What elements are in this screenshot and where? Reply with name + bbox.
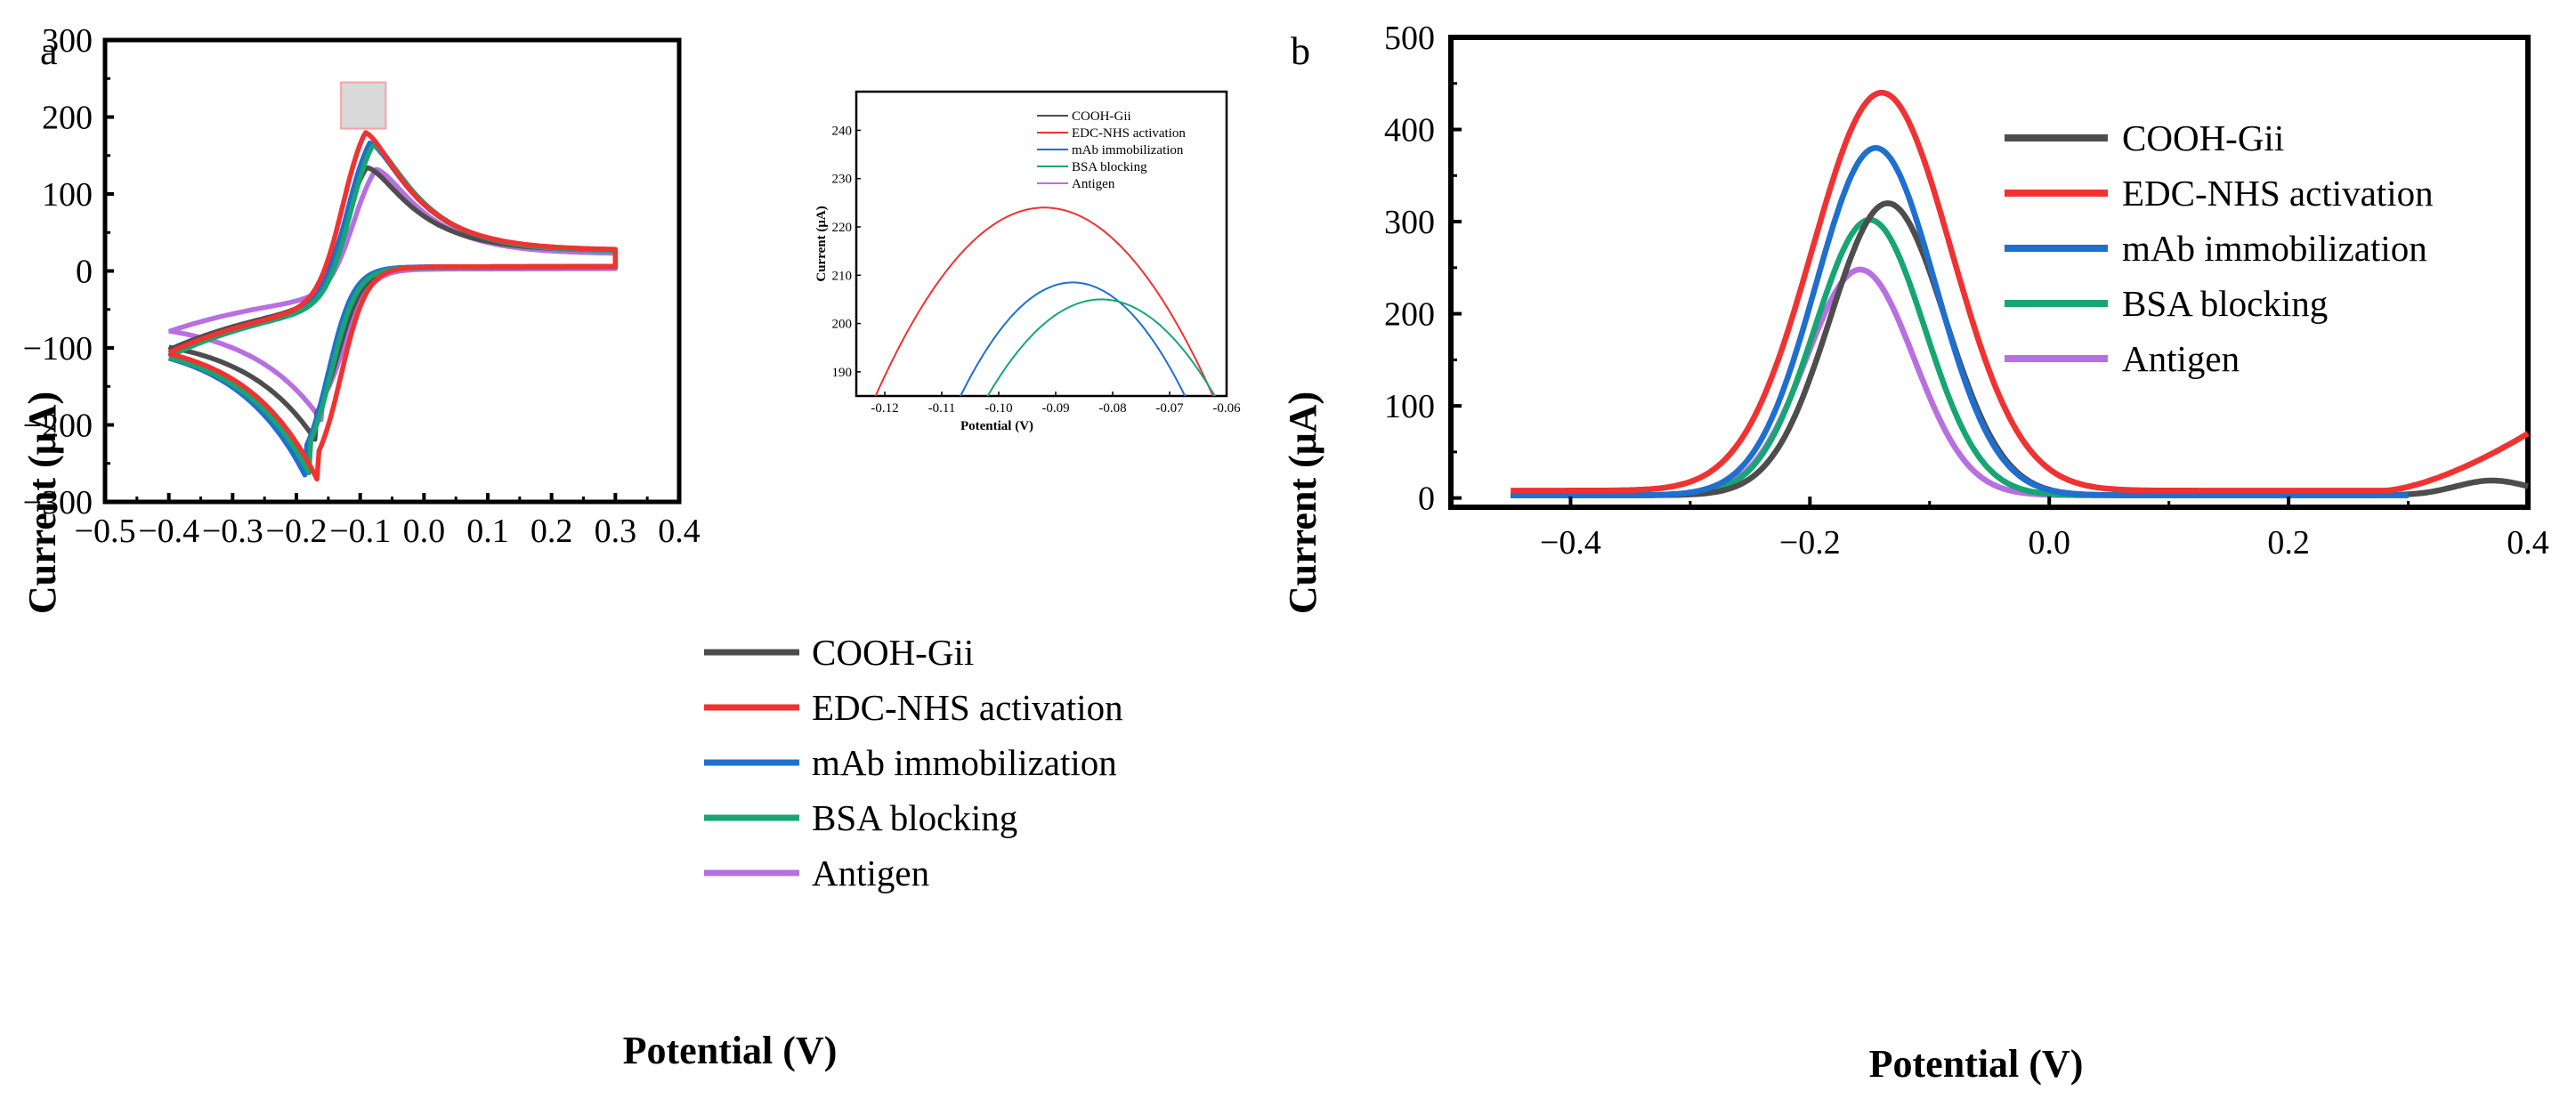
inset-y-tick-label: 200: [832, 318, 853, 332]
inset-x-tick-label: -0.10: [984, 401, 1012, 416]
panel-a-x-tick-label: −0.5: [75, 513, 136, 550]
panel-a-y-tick-label: −100: [23, 330, 93, 368]
panel-a-legend-label-antigen: Antigen: [812, 852, 929, 893]
panel-a-inset: -0.12 -0.11 -0.10 -0.09 -0.08 -0.07 -0.06 190 20…: [814, 90, 1241, 433]
inset-x-tick-label: -0.11: [928, 401, 956, 416]
panel-a-x-tick-label: −0.4: [138, 513, 199, 550]
panel-b-curve-edc-nhs-activation: [1511, 89, 2530, 494]
inset-y-tick-label: 220: [832, 221, 853, 235]
panel-b-legend-label-mab-immobilization: mAb immobilization: [2122, 228, 2427, 269]
inset-x-tick-label: -0.07: [1155, 401, 1184, 416]
panel-a-y-tick-label: 100: [42, 176, 93, 214]
inset-y-axis-title: Current (μA): [814, 206, 829, 281]
panel-b-curve-mab-immobilization: [1511, 144, 2409, 498]
panel-a-legend-label-mab-immobilization: mAb immobilization: [812, 742, 1117, 783]
inset-y-tick-label: 240: [832, 124, 853, 138]
inset-legend-label-bsa-blocking: BSA blocking: [1072, 160, 1147, 174]
panel-b-y-tick-label: 0: [1418, 481, 1435, 518]
inset-x-axis-title: Potential (V): [960, 419, 1033, 433]
panel-a-y-tick-label: 200: [42, 100, 93, 137]
panel-a-legend-label-cooh-gii: COOH-Gii: [812, 632, 974, 673]
inset-y-tick-label: 210: [832, 269, 853, 283]
panel-a-curve-mab-immobilization: [167, 140, 619, 478]
inset-curves: [874, 206, 1216, 396]
panel-label-a: a: [40, 29, 58, 73]
panel-a-y-tick-label: −300: [23, 484, 93, 521]
inset-x-tick-label: -0.12: [871, 401, 898, 416]
inset-x-tick-label: -0.08: [1098, 401, 1126, 416]
panel-a-x-axis-title: Potential (V): [623, 1029, 838, 1072]
panel-b-legend: COOH-Gii EDC-NHS activation mAb immobiliza…: [2005, 117, 2434, 379]
panel-b-legend-label-antigen: Antigen: [2122, 338, 2240, 379]
inset-legend-label-antigen: Antigen: [1072, 177, 1115, 191]
panel-b-y-tick-label: 400: [1384, 112, 1435, 149]
panel-a-curve-cooh-gii: [167, 165, 619, 442]
panel-a-ticks: −0.5 −0.4 −0.3 −0.2 −0.1 0.0 0.1 0.2 0.3 0.4 −300 −…: [23, 22, 701, 550]
panel-b-y-tick-label: 200: [1384, 296, 1435, 334]
panel-b-x-tick-label: 0.4: [2507, 524, 2549, 562]
panel-a-x-tick-label: 0.4: [658, 513, 701, 550]
panel-a-x-tick-label: −0.3: [202, 513, 263, 550]
panel-a-x-tick-label: 0.2: [531, 513, 573, 550]
panel-b-x-tick-label: −0.2: [1779, 524, 1841, 562]
panel-b-axes: [1448, 35, 2531, 510]
panel-b-legend-label-bsa-blocking: BSA blocking: [2122, 283, 2328, 324]
panel-b-legend-label-cooh-gii: COOH-Gii: [2122, 117, 2284, 158]
panel-a-x-tick-label: 0.3: [595, 513, 637, 550]
panel-a-curve-bsa-blocking: [167, 142, 619, 476]
inset-y-tick-label: 190: [832, 366, 853, 380]
inset-curve-edc-nhs-activation: [874, 206, 1214, 396]
panel-a: a −0.5 −0.4 −0.3 −0.2 −0.1 0.0 0.1 0.2 0.3 0.4 −30…: [20, 22, 1241, 1072]
panel-b-curves: [1511, 89, 2530, 498]
panel-b-x-axis-title: Potential (V): [1869, 1042, 2084, 1086]
panel-a-x-tick-label: −0.2: [266, 513, 328, 550]
inset-y-tick-label: 230: [832, 173, 853, 187]
inset-curve-mab-immobilization: [960, 281, 1187, 396]
panel-a-y-tick-label: 0: [76, 254, 93, 291]
panel-b-y-axis-title: Current (μA): [1281, 392, 1324, 614]
panel-b-y-tick-label: 300: [1384, 204, 1435, 241]
panel-b-x-tick-label: −0.4: [1540, 524, 1601, 562]
panel-b: b −0.4 −0.2 0.0 0.2 0.4 0 100 200 300 400 500 Pote…: [1281, 20, 2549, 1086]
inset-legend-label-mab-immobilization: mAb immobilization: [1072, 143, 1184, 158]
panel-a-y-tick-label: −200: [23, 408, 93, 445]
inset-curve-bsa-blocking: [986, 298, 1216, 396]
panel-a-legend-label-edc-nhs-activation: EDC-NHS activation: [812, 687, 1123, 728]
panel-a-zoom-highlight-box: [340, 81, 387, 130]
inset-frame: [855, 90, 1228, 398]
panel-b-plot-frame: [1448, 35, 2531, 510]
inset-legend-label-cooh-gii: COOH-Gii: [1072, 109, 1131, 124]
panel-b-x-tick-label: 0.0: [2028, 524, 2070, 562]
inset-legend-label-edc-nhs-activation: EDC-NHS activation: [1072, 126, 1186, 141]
inset-x-tick-label: -0.09: [1041, 401, 1069, 416]
panel-label-b: b: [1291, 29, 1310, 73]
panel-b-y-tick-label: 500: [1384, 20, 1435, 57]
panel-b-legend-label-edc-nhs-activation: EDC-NHS activation: [2122, 173, 2434, 214]
panel-a-curves: [167, 130, 619, 482]
panel-b-y-tick-label: 100: [1384, 388, 1435, 425]
panel-b-x-tick-label: 0.2: [2267, 524, 2310, 562]
panel-a-x-tick-label: 0.1: [466, 513, 509, 550]
inset-x-tick-label: -0.06: [1212, 401, 1241, 416]
panel-a-legend-label-bsa-blocking: BSA blocking: [812, 797, 1017, 838]
panel-a-x-tick-label: 0.0: [403, 513, 446, 550]
panel-b-ticks: −0.4 −0.2 0.0 0.2 0.4 0 100 200 300 400 500: [1384, 20, 2549, 562]
panel-a-x-tick-label: −0.1: [329, 513, 391, 550]
panel-a-curve-edc-nhs-activation: [167, 130, 619, 482]
panel-a-y-tick-label: 300: [42, 22, 93, 60]
panel-a-legend: COOH-Gii EDC-NHS activation mAb immobiliza…: [704, 632, 1123, 893]
panel-a-y-axis-title: Current (μA): [20, 392, 64, 614]
